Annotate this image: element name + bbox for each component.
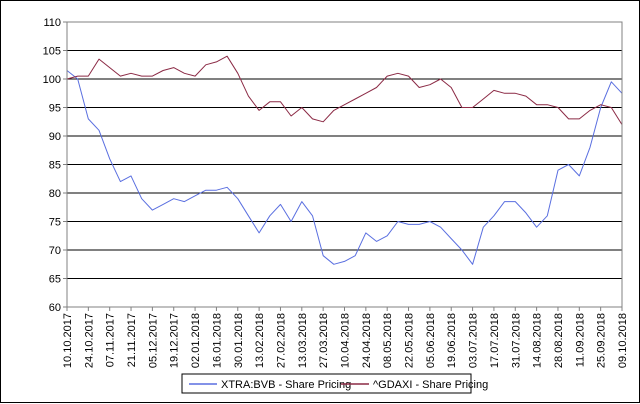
x-tick-label: 21.11.2017 bbox=[126, 313, 138, 367]
series-line-2 bbox=[66, 55, 623, 125]
x-tick-label: 28.08.2018 bbox=[553, 313, 565, 368]
x-tick-label: 10.04.2018 bbox=[340, 313, 352, 368]
y-tick-label: 65 bbox=[49, 274, 61, 286]
y-tick-label: 85 bbox=[49, 160, 61, 172]
y-tick-label: 100 bbox=[43, 74, 61, 86]
x-tick-label: 10.10.2017 bbox=[62, 313, 74, 368]
x-tick-label: 27.02.2018 bbox=[275, 313, 287, 368]
series-lines bbox=[66, 55, 623, 265]
x-axis-ticks: 10.10.2017 24.10.2017 07.11.2017 21.11.2017… bbox=[62, 307, 629, 368]
y-tick-label: 95 bbox=[49, 103, 61, 115]
x-tick-label: 19.12.2017 bbox=[169, 313, 181, 368]
x-tick-label: 14.08.2018 bbox=[532, 313, 544, 368]
x-tick-label: 05.06.2018 bbox=[425, 313, 437, 368]
y-tick-label: 70 bbox=[49, 245, 61, 257]
x-tick-label: 03.07.2018 bbox=[468, 313, 480, 368]
legend-label-2: ^GDAXI - Share Pricing bbox=[373, 379, 488, 391]
y-tick-label: 90 bbox=[49, 131, 61, 143]
legend-box bbox=[181, 373, 472, 394]
x-tick-label: 17.07.2018 bbox=[489, 313, 501, 368]
y-tick-label: 80 bbox=[49, 188, 61, 200]
x-tick-label: 08.05.2018 bbox=[382, 313, 394, 368]
x-tick-label: 09.10.2018 bbox=[617, 313, 629, 368]
plot-area-border bbox=[66, 21, 623, 308]
x-tick-label: 13.02.2018 bbox=[254, 313, 266, 368]
y-tick-label: 105 bbox=[43, 46, 61, 58]
x-tick-label: 24.04.2018 bbox=[361, 313, 373, 368]
x-tick-label: 07.11.2017 bbox=[105, 313, 117, 367]
gridlines bbox=[67, 21, 622, 308]
legend-label-1: XTRA:BVB - Share Pricing bbox=[221, 379, 351, 391]
x-tick-label: 16.01.2018 bbox=[211, 313, 223, 368]
x-tick-label: 30.01.2018 bbox=[233, 313, 245, 368]
series-line-1 bbox=[66, 70, 623, 265]
y-tick-label: 110 bbox=[43, 17, 61, 29]
x-tick-label: 19.06.2018 bbox=[446, 313, 458, 368]
x-tick-label: 27.03.2018 bbox=[318, 313, 330, 368]
x-tick-label: 02.01.2018 bbox=[190, 313, 202, 368]
x-tick-label: 24.10.2017 bbox=[83, 313, 95, 368]
x-tick-label: 25.09.2018 bbox=[596, 313, 608, 368]
x-tick-label: 31.07.2018 bbox=[510, 313, 522, 368]
x-tick-label: 05.12.2017 bbox=[147, 313, 159, 368]
y-axis-ticks: 60 65 70 75 80 85 90 95 100 105 110 bbox=[43, 17, 67, 314]
legend: XTRA:BVB - Share Pricing ^GDAXI - Share P… bbox=[181, 373, 488, 394]
y-tick-label: 60 bbox=[49, 302, 61, 314]
x-tick-label: 22.05.2018 bbox=[404, 313, 416, 368]
x-tick-label: 13.03.2018 bbox=[297, 313, 309, 368]
y-tick-label: 75 bbox=[49, 217, 61, 229]
x-tick-label: 11.09.2018 bbox=[574, 313, 586, 367]
